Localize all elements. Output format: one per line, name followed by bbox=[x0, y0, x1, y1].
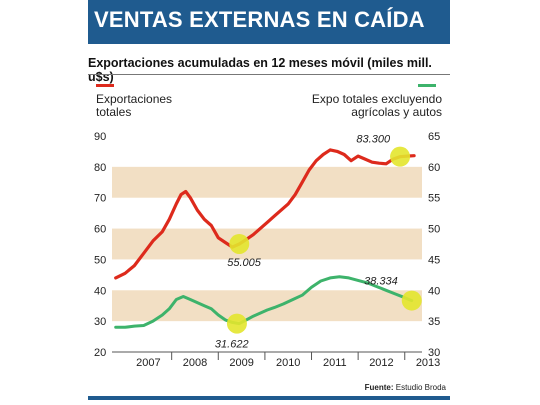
x-tick-label: 2013 bbox=[416, 357, 440, 369]
grid-band bbox=[112, 228, 422, 260]
right-axis-ticks: 30 35 40 45 50 55 60 65 bbox=[428, 131, 440, 359]
annotation-label: 38.334 bbox=[364, 276, 398, 288]
annotation-label: 31.622 bbox=[215, 339, 249, 351]
left-tick-label: 20 bbox=[94, 347, 106, 359]
chart-series bbox=[114, 148, 416, 329]
x-tick-label: 2009 bbox=[229, 357, 253, 369]
legend-label-exportaciones-line2: totales bbox=[96, 105, 131, 119]
highlight-point bbox=[229, 233, 250, 254]
x-axis: 2007 2008 2009 2010 2011 2012 2013 bbox=[112, 351, 440, 369]
annotation-label: 55.005 bbox=[227, 257, 262, 269]
left-tick-label: 50 bbox=[94, 254, 106, 266]
source-note: Fuente: Estudio Broda bbox=[365, 383, 446, 392]
right-tick-label: 55 bbox=[428, 193, 440, 205]
legend-label-expo-line1: Expo totales excluyendo bbox=[312, 92, 442, 106]
left-tick-label: 70 bbox=[94, 193, 106, 205]
left-tick-label: 40 bbox=[94, 285, 106, 297]
right-tick-label: 65 bbox=[428, 131, 440, 143]
left-tick-label: 60 bbox=[94, 224, 106, 236]
right-tick-label: 40 bbox=[428, 285, 440, 297]
legend-label-expo-line2: agrícolas y autos bbox=[351, 105, 442, 119]
legend-marker-expo-excluyendo bbox=[418, 84, 436, 87]
right-tick-label: 35 bbox=[428, 316, 440, 328]
highlight-point bbox=[401, 290, 422, 311]
x-tick-label: 2007 bbox=[136, 357, 160, 369]
bottom-bar bbox=[88, 396, 450, 400]
series-line-exportaciones-totales bbox=[114, 148, 416, 280]
chart-bands bbox=[112, 166, 422, 322]
subtitle-divider bbox=[88, 74, 450, 75]
legend-label-exportaciones-line1: Exportaciones bbox=[96, 92, 172, 106]
right-tick-label: 50 bbox=[428, 224, 440, 236]
right-tick-label: 60 bbox=[428, 162, 440, 174]
x-tick-label: 2010 bbox=[276, 357, 300, 369]
source-name: Estudio Broda bbox=[395, 383, 446, 392]
chart-subtitle: Exportaciones acumuladas en 12 meses móv… bbox=[88, 56, 432, 84]
left-tick-label: 80 bbox=[94, 162, 106, 174]
left-tick-label: 30 bbox=[94, 316, 106, 328]
chart-annotations: 83.300 55.005 31.622 38.334 bbox=[215, 134, 398, 351]
grid-band bbox=[112, 166, 422, 198]
chart-card: VENTAS EXTERNAS EN CAÍDA Exportaciones a… bbox=[88, 0, 450, 405]
x-tick-label: 2008 bbox=[183, 357, 207, 369]
chart-highlights bbox=[226, 146, 422, 334]
right-tick-label: 45 bbox=[428, 254, 440, 266]
highlight-point bbox=[390, 146, 411, 167]
legend-marker-exportaciones bbox=[96, 84, 114, 87]
left-axis-ticks: 20 30 40 50 60 70 80 90 bbox=[94, 131, 106, 359]
grid-band bbox=[112, 290, 422, 322]
right-tick-label: 30 bbox=[428, 347, 440, 359]
left-tick-label: 90 bbox=[94, 131, 106, 143]
title-bar: VENTAS EXTERNAS EN CAÍDA bbox=[88, 0, 450, 44]
highlight-point bbox=[226, 313, 247, 334]
x-tick-label: 2012 bbox=[369, 357, 393, 369]
series-line-expo-excluyendo bbox=[114, 275, 414, 329]
annotation-label: 83.300 bbox=[356, 134, 391, 146]
chart-title: VENTAS EXTERNAS EN CAÍDA bbox=[94, 7, 425, 32]
x-tick-label: 2011 bbox=[323, 357, 347, 369]
source-prefix: Fuente: bbox=[364, 383, 394, 392]
